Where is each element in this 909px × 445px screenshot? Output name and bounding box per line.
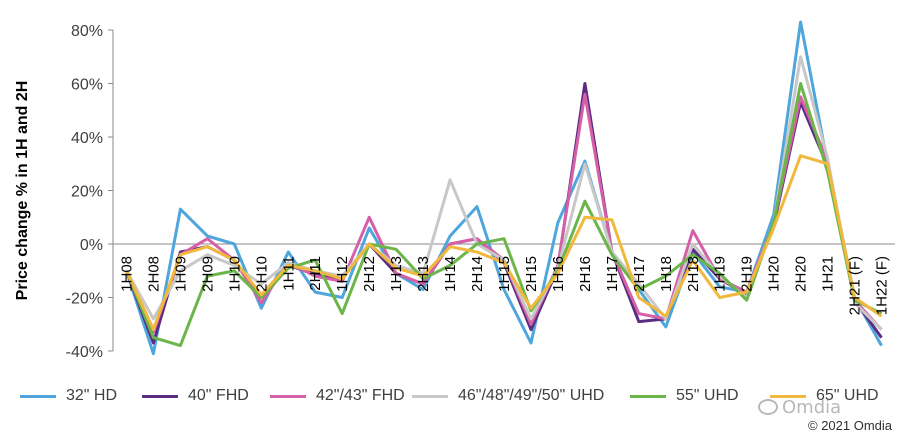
x-tick-label: 1H10 <box>226 256 243 292</box>
x-tick-label: 1H12 <box>334 256 351 292</box>
y-tick-label: 60% <box>71 77 103 94</box>
legend-swatch <box>270 394 306 398</box>
x-tick-label: 1H22 (F) <box>874 256 891 315</box>
legend-item: 42"/43" FHD <box>270 384 405 408</box>
x-tick-label: 1H20 <box>766 256 783 292</box>
x-tick-label: 2H12 <box>361 256 378 292</box>
x-tick-label: 1H13 <box>388 256 405 292</box>
x-tick-label: 2H11 <box>307 256 324 291</box>
legend-item: 46"/48"/49"/50" UHD <box>412 384 604 408</box>
legend-swatch <box>20 394 56 398</box>
y-tick-label: 40% <box>71 130 103 147</box>
legend-swatch <box>630 394 666 398</box>
x-tick-label: 1H11 <box>280 256 297 291</box>
x-tick-label: 1H15 <box>496 256 513 292</box>
chart-legend: 32" HD 40" FHD 42"/43" FHD 46"/48"/49"/50" … <box>20 384 900 408</box>
y-tick-label: 20% <box>71 184 103 201</box>
legend-item: 40" FHD <box>142 384 249 408</box>
x-tick-label: 1H08 <box>119 256 136 292</box>
x-tick-label: 2H09 <box>199 256 216 292</box>
x-tick-label: 2H14 <box>469 256 486 292</box>
legend-label: 46"/48"/49"/50" UHD <box>458 387 605 404</box>
legend-item: 32" HD <box>20 384 117 408</box>
legend-label: 40" FHD <box>188 387 249 404</box>
legend-swatch <box>142 394 178 398</box>
legend-label: 42"/43" FHD <box>316 387 405 404</box>
x-tick-label: 2H10 <box>253 256 270 292</box>
x-tick-label: 1H19 <box>712 256 729 292</box>
legend-swatch <box>770 394 806 398</box>
series-line-4 <box>125 82 883 348</box>
x-tick-label: 2H20 <box>793 256 810 292</box>
x-tick-label: 2H16 <box>577 256 594 292</box>
x-tick-label: 1H21 <box>820 256 837 292</box>
legend-label: 55" UHD <box>676 387 739 404</box>
x-tick-label: 2H13 <box>415 256 432 292</box>
legend-swatch <box>412 394 448 398</box>
y-tick-label: -20% <box>66 291 103 308</box>
x-tick-label: 1H18 <box>658 256 675 292</box>
y-tick-label: 0% <box>80 237 103 254</box>
x-tick-label: 2H17 <box>631 256 648 292</box>
x-tick-label: 2H08 <box>145 256 162 292</box>
x-tick-label: 2H21 (F) <box>847 256 864 315</box>
y-axis-label: Price change % in 1H and 2H <box>14 81 31 301</box>
x-tick-label: 2H19 <box>739 256 756 292</box>
x-tick-label: 1H17 <box>604 256 621 292</box>
legend-label: 65" UHD <box>816 387 879 404</box>
legend-item: 65" UHD <box>770 384 879 408</box>
y-tick-label: 80% <box>71 23 103 40</box>
series-line-0 <box>125 20 883 356</box>
omdia-watermark: Omdia <box>782 397 842 418</box>
x-tick-label: 2H18 <box>685 256 702 292</box>
x-tick-label: 1H14 <box>442 256 459 292</box>
legend-item: 55" UHD <box>630 384 739 408</box>
x-tick-label: 1H16 <box>550 256 567 292</box>
line-chart: Price change % in 1H and 2H 80% 60% 40% 20%… <box>14 20 895 361</box>
y-tick-label: -40% <box>66 344 103 361</box>
legend-label: 32" HD <box>66 387 118 404</box>
series-line-5 <box>125 154 883 332</box>
series-line-1 <box>125 82 883 345</box>
series-line-2 <box>125 92 883 334</box>
omdia-logo-icon <box>758 399 778 415</box>
copyright-notice: © 2021 Omdia <box>808 418 893 433</box>
x-tick-label: 1H09 <box>172 256 189 292</box>
x-tick-label: 2H15 <box>523 256 540 292</box>
